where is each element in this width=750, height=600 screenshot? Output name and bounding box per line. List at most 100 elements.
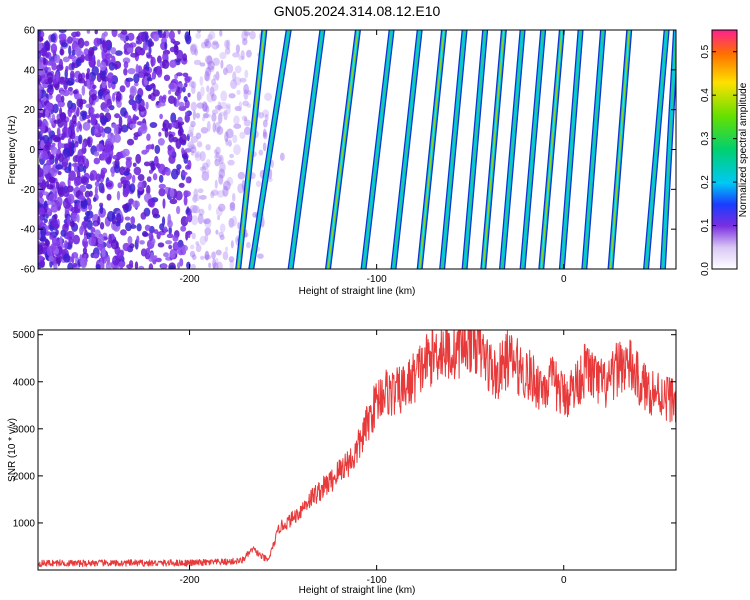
- noise-blob: [207, 34, 213, 41]
- noise-blob: [38, 257, 41, 264]
- noise-blob: [153, 229, 159, 235]
- noise-blob: [219, 223, 226, 233]
- noise-blob: [117, 249, 124, 260]
- noise-blob: [215, 42, 220, 49]
- noise-blob: [168, 95, 176, 104]
- noise-blob: [127, 235, 133, 245]
- noise-blob: [206, 65, 215, 73]
- noise-blob: [135, 63, 139, 75]
- noise-blob: [39, 74, 48, 85]
- noise-blob: [208, 262, 212, 269]
- noise-blob: [244, 69, 249, 79]
- noise-blob: [177, 92, 181, 100]
- noise-blob: [279, 152, 285, 161]
- stripe-core: [463, 30, 486, 269]
- noise-blob: [178, 83, 184, 88]
- noise-blob: [270, 159, 274, 169]
- colorbar-tick-label: 0.3: [700, 131, 711, 145]
- noise-blob: [181, 86, 186, 93]
- noise-blob: [206, 120, 211, 132]
- noise-blob: [65, 80, 74, 86]
- noise-blob: [126, 138, 135, 146]
- noise-blob: [40, 226, 47, 238]
- noise-blob: [56, 240, 60, 245]
- noise-blob: [246, 103, 252, 108]
- noise-blob: [165, 167, 171, 176]
- noise-blob: [94, 185, 98, 196]
- noise-blob: [49, 260, 53, 268]
- noise-blob: [81, 176, 90, 186]
- noise-blob: [143, 161, 151, 167]
- noise-blob: [51, 142, 56, 147]
- noise-blob: [228, 93, 236, 99]
- noise-blob: [93, 157, 101, 165]
- noise-blob: [193, 194, 201, 202]
- noise-blob: [122, 183, 127, 189]
- noise-blob: [94, 30, 98, 35]
- noise-blob: [166, 233, 174, 239]
- noise-blob: [101, 80, 107, 89]
- noise-blob: [213, 149, 218, 155]
- noise-blob: [228, 141, 232, 147]
- noise-blob: [222, 67, 228, 76]
- noise-blob: [190, 150, 195, 156]
- noise-blob: [97, 235, 105, 245]
- noise-blob: [58, 153, 64, 163]
- noise-blob: [55, 164, 64, 170]
- noise-blob: [38, 30, 41, 38]
- noise-blob: [192, 205, 200, 214]
- noise-blob: [86, 30, 91, 34]
- noise-blob: [170, 168, 179, 180]
- y-tick-label: 5000: [13, 330, 36, 341]
- noise-blob: [58, 142, 65, 149]
- noise-blob: [116, 99, 122, 108]
- noise-blob: [48, 77, 53, 85]
- noise-blob: [179, 133, 187, 144]
- noise-blob: [220, 59, 224, 69]
- noise-blob: [63, 240, 68, 250]
- colorbar-tick-label: 0.0: [700, 262, 711, 276]
- noise-blob: [199, 62, 206, 67]
- noise-blob: [148, 263, 154, 269]
- noise-blob: [156, 66, 163, 78]
- noise-blob: [53, 263, 58, 269]
- noise-blob: [149, 122, 158, 129]
- noise-blob: [135, 153, 142, 164]
- noise-blob: [185, 176, 190, 184]
- noise-blob: [212, 40, 219, 46]
- noise-blob: [218, 203, 226, 212]
- snr-panel: 1000 2000 3000 4000 5000 -200 -100 0 SNR (10 *…: [7, 329, 677, 596]
- noise-blob: [225, 128, 234, 139]
- noise-blob: [209, 86, 215, 97]
- noise-blob: [182, 53, 188, 62]
- noise-blob: [163, 252, 170, 258]
- noise-blob: [196, 91, 202, 102]
- noise-blob: [94, 181, 100, 187]
- noise-blob: [242, 38, 248, 46]
- noise-blob: [164, 128, 169, 138]
- noise-blob: [204, 251, 210, 261]
- noise-blob: [52, 103, 59, 114]
- noise-blob: [191, 232, 196, 240]
- noise-blob: [120, 124, 129, 133]
- noise-blob: [191, 85, 196, 94]
- stripe-core: [645, 30, 668, 269]
- noise-blob: [203, 38, 209, 47]
- chart-title: GN05.2024.314.08.12.E10: [274, 3, 441, 19]
- noise-blob: [222, 185, 229, 197]
- noise-blob: [227, 159, 235, 166]
- colorbar-tick-label: 0.5: [700, 44, 711, 58]
- noise-blob: [190, 215, 199, 226]
- noise-blob: [89, 169, 98, 181]
- stripe-core: [441, 30, 466, 269]
- noise-blob: [137, 174, 145, 182]
- noise-blob: [188, 124, 195, 134]
- noise-blob: [237, 183, 245, 194]
- noise-blob: [190, 120, 196, 128]
- noise-blob: [151, 143, 155, 150]
- noise-blob: [45, 109, 49, 118]
- noise-blob: [112, 255, 120, 266]
- noise-blob: [233, 76, 242, 86]
- noise-blob: [50, 204, 59, 213]
